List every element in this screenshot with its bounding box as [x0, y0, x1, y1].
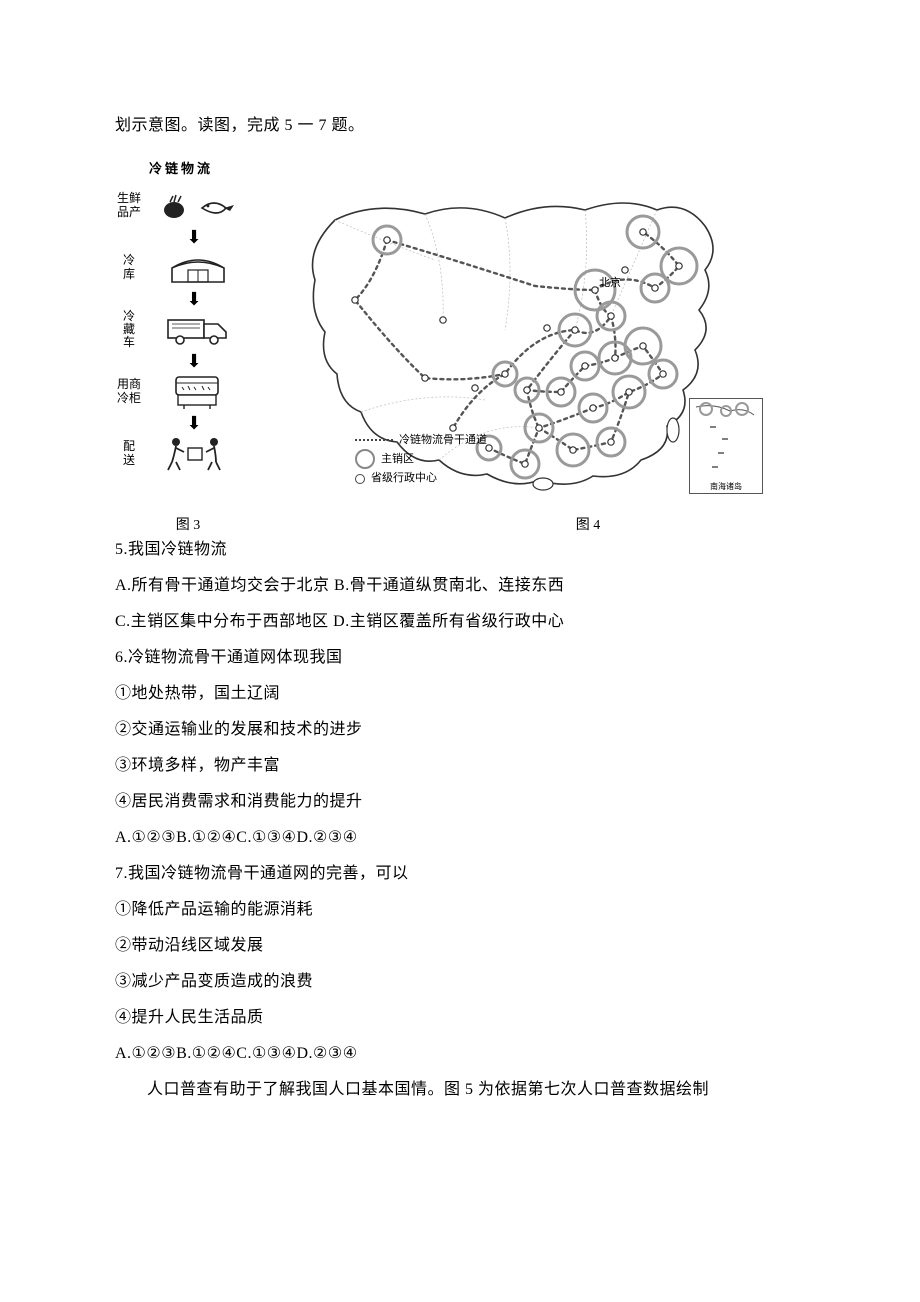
- figure-block: 冷链物流 生鲜品产 ⬇ 冷库: [115, 160, 805, 500]
- legend-label: 冷链物流骨干通道: [399, 431, 487, 450]
- flow-title: 冷链物流: [115, 160, 247, 178]
- flow-label: 冷藏车: [115, 310, 143, 350]
- fridge-icon: [147, 370, 247, 414]
- inset-caption: 南海诸岛: [690, 481, 762, 492]
- flow-step: 冷藏车: [115, 308, 247, 352]
- page: 划示意图。读图，完成 5 一 7 题。 冷链物流 生鲜品产 ⬇: [0, 0, 920, 1302]
- arrow-down-icon: ⬇: [141, 228, 247, 246]
- delivery-icon: [147, 432, 247, 476]
- q6-stmt-1: ①地处热带，国土辽阔: [115, 678, 805, 710]
- caption-fig3: 图 3: [115, 514, 261, 534]
- legend-dash-icon: [355, 439, 393, 441]
- produce-icon: [147, 184, 247, 228]
- flow-label: 生鲜品产: [115, 192, 143, 218]
- q7-options: A.①②③B.①②④C.①③④D.②③④: [115, 1038, 805, 1070]
- intro-continuation: 划示意图。读图，完成 5 一 7 题。: [115, 110, 805, 142]
- legend-hub-icon: [355, 449, 375, 469]
- q6-options: A.①②③B.①②④C.①③④D.②③④: [115, 822, 805, 854]
- legend-capital-icon: [355, 474, 365, 484]
- q7-stmt-1: ①降低产品运输的能源消耗: [115, 894, 805, 926]
- q5-stem: 5.我国冷链物流: [115, 534, 805, 566]
- q7-stmt-2: ②带动沿线区域发展: [115, 930, 805, 962]
- svg-text:北京: 北京: [599, 275, 621, 289]
- q5-options-cd: C.主销区集中分布于西部地区 D.主销区覆盖所有省级行政中心: [115, 606, 805, 638]
- q7-stem: 7.我国冷链物流骨干通道网的完善，可以: [115, 858, 805, 890]
- arrow-down-icon: ⬇: [141, 352, 247, 370]
- figure-captions: 图 3 图 4: [115, 514, 805, 534]
- legend-label: 省级行政中心: [371, 469, 437, 488]
- flow-label: 用商冷柜: [115, 378, 143, 404]
- flow-step: 用商冷柜: [115, 370, 247, 414]
- flow-step: 冷库: [115, 246, 247, 290]
- map-legend: 冷链物流骨干通道 主销区 省级行政中心: [355, 431, 487, 488]
- figure-4-map: 北京 冷链物流骨干通道 主销区 省级行政中心: [265, 160, 805, 500]
- truck-icon: [147, 308, 247, 352]
- next-section-intro: 人口普查有助于了解我国人口基本国情。图 5 为依据第七次人口普查数据绘制: [115, 1074, 805, 1106]
- flow-label: 冷库: [115, 254, 143, 280]
- q6-stem: 6.冷链物流骨干通道网体现我国: [115, 642, 805, 674]
- legend-label: 主销区: [381, 450, 414, 469]
- arrow-down-icon: ⬇: [141, 414, 247, 432]
- map-wrap: 北京 冷链物流骨干通道 主销区 省级行政中心: [275, 160, 765, 500]
- flow-step: 配送: [115, 432, 247, 476]
- figure-3-flowchart: 冷链物流 生鲜品产 ⬇ 冷库: [115, 160, 247, 478]
- flow-label: 配送: [115, 440, 143, 466]
- legend-row: 冷链物流骨干通道: [355, 431, 487, 450]
- q7-stmt-4: ④提升人民生活品质: [115, 1002, 805, 1034]
- caption-fig4: 图 4: [261, 514, 805, 534]
- q6-stmt-2: ②交通运输业的发展和技术的进步: [115, 714, 805, 746]
- legend-row: 省级行政中心: [355, 469, 487, 488]
- q5-options-ab: A.所有骨干通道均交会于北京 B.骨干通道纵贯南北、连接东西: [115, 570, 805, 602]
- q6-stmt-4: ④居民消费需求和消费能力的提升: [115, 786, 805, 818]
- warehouse-icon: [147, 246, 247, 290]
- flow-step: 生鲜品产: [115, 184, 247, 228]
- q6-stmt-3: ③环境多样，物产丰富: [115, 750, 805, 782]
- legend-row: 主销区: [355, 449, 487, 469]
- south-china-sea-inset: 南海诸岛: [689, 398, 763, 494]
- arrow-down-icon: ⬇: [141, 290, 247, 308]
- q7-stmt-3: ③减少产品变质造成的浪费: [115, 966, 805, 998]
